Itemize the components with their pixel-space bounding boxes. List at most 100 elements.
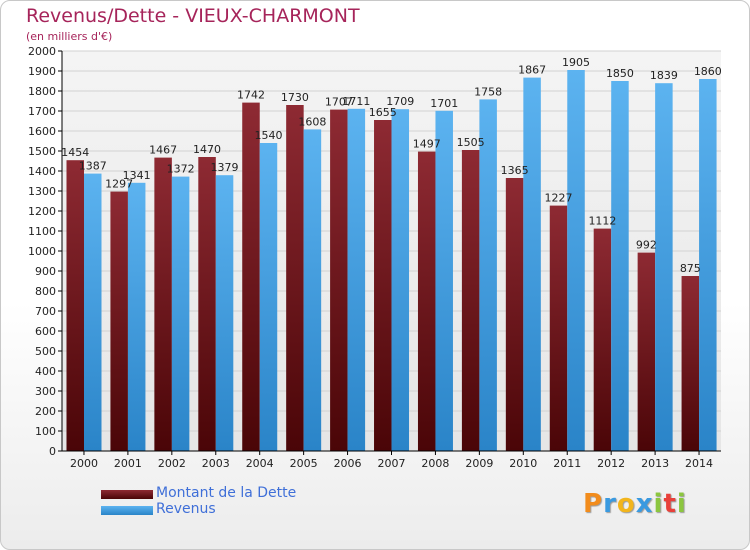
- logo-letter: i: [676, 489, 687, 519]
- bar-revenus: [699, 79, 717, 451]
- bar-dette: [505, 178, 524, 451]
- x-tick-label: 2014: [685, 457, 713, 470]
- logo-letter: i: [653, 489, 664, 519]
- x-tick-label: 2002: [158, 457, 186, 470]
- data-label-dette: 1742: [237, 89, 265, 102]
- y-tick-label: 1100: [28, 225, 56, 238]
- data-label-revenus: 1701: [430, 97, 458, 110]
- x-tick-label: 2008: [421, 457, 449, 470]
- bar-dette: [198, 157, 216, 451]
- bar-dette: [549, 205, 568, 451]
- x-tick-label: 2007: [378, 457, 406, 470]
- data-label-dette: 1454: [61, 146, 89, 159]
- x-tick-label: 2013: [641, 457, 669, 470]
- x-tick-label: 2000: [70, 457, 98, 470]
- x-tick-label: 2001: [114, 457, 142, 470]
- y-tick-label: 300: [35, 385, 56, 398]
- data-label-revenus: 1608: [298, 115, 326, 128]
- data-label-dette: 1707: [325, 96, 353, 109]
- x-axis-ticks: 2000 2001 2002 2003 2004 2005 2006 2007 2008 2009…: [70, 451, 713, 470]
- x-tick-label: 2010: [509, 457, 537, 470]
- y-tick-label: 900: [35, 265, 56, 278]
- bar-revenus: [171, 176, 190, 451]
- data-label-dette: 875: [680, 262, 701, 275]
- data-label-dette: 1365: [501, 164, 529, 177]
- bar-dette: [593, 228, 612, 451]
- logo-letter: t: [663, 489, 677, 519]
- data-label-dette: 1227: [545, 192, 573, 205]
- bar-dette: [374, 120, 392, 451]
- y-tick-label: 1800: [28, 85, 56, 98]
- bar-dette: [330, 109, 348, 451]
- legend-swatch-dette: [101, 490, 153, 499]
- logo-letter: P: [583, 489, 604, 519]
- bars: [66, 70, 717, 452]
- data-label-revenus: 1905: [562, 56, 590, 69]
- bar-revenus: [127, 182, 146, 452]
- data-label-dette: 1505: [457, 136, 485, 149]
- bar-revenus: [435, 110, 453, 452]
- data-label-revenus: 1839: [650, 69, 678, 82]
- x-tick-label: 2005: [290, 457, 318, 470]
- bar-dette: [417, 151, 436, 451]
- data-label-dette: 1297: [105, 178, 133, 191]
- data-label-revenus: 1372: [167, 163, 195, 176]
- data-label-dette: 1112: [588, 215, 616, 228]
- bar-revenus: [347, 108, 366, 452]
- y-tick-label: 1500: [28, 145, 56, 158]
- y-tick-label: 100: [35, 425, 56, 438]
- y-tick-label: 1700: [28, 105, 56, 118]
- bar-revenus: [655, 83, 673, 451]
- bar-revenus: [611, 81, 629, 451]
- y-tick-label: 1900: [28, 65, 56, 78]
- bar-dette: [637, 252, 656, 451]
- bar-revenus: [479, 99, 497, 452]
- data-label-dette: 992: [636, 239, 657, 252]
- y-tick-label: 2000: [28, 45, 56, 58]
- bar-revenus: [215, 175, 234, 451]
- data-label-dette: 1730: [281, 91, 309, 104]
- y-tick-label: 0: [49, 445, 56, 458]
- x-tick-label: 2004: [246, 457, 274, 470]
- chart-subtitle: (en milliers d'€): [26, 30, 113, 43]
- y-tick-label: 400: [35, 365, 56, 378]
- data-label-revenus: 1850: [606, 67, 634, 80]
- legend-label-revenus: Revenus: [156, 501, 216, 517]
- x-tick-label: 2006: [334, 457, 362, 470]
- bar-dette: [681, 276, 700, 451]
- data-label-revenus: 1379: [211, 161, 239, 174]
- x-tick-label: 2009: [465, 457, 493, 470]
- bar-revenus: [303, 129, 322, 451]
- bar-dette: [242, 102, 260, 451]
- data-label-revenus: 1758: [474, 85, 502, 98]
- legend-swatch-revenus: [101, 506, 153, 515]
- y-tick-label: 1600: [28, 125, 56, 138]
- bar-dette: [66, 160, 84, 451]
- logo-letter: r: [603, 489, 617, 519]
- data-label-revenus: 1387: [79, 160, 107, 173]
- y-tick-label: 1300: [28, 185, 56, 198]
- bar-dette: [461, 150, 480, 451]
- legend-label-dette: Montant de la Dette: [156, 485, 297, 501]
- bar-dette: [286, 105, 304, 451]
- data-label-revenus: 1540: [254, 129, 282, 142]
- y-axis-ticks: 0 100 200 300 400 500 600 700 800 900 1000 1100 1200…: [28, 45, 62, 458]
- y-tick-label: 700: [35, 305, 56, 318]
- x-tick-label: 2011: [553, 457, 581, 470]
- y-tick-label: 600: [35, 325, 56, 338]
- data-label-dette: 1470: [193, 143, 221, 156]
- x-tick-label: 2012: [597, 457, 625, 470]
- bar-revenus: [84, 173, 102, 451]
- data-label-dette: 1655: [369, 106, 397, 119]
- data-label-revenus: 1860: [694, 65, 722, 78]
- data-label-revenus: 1341: [123, 169, 151, 182]
- data-label-revenus: 1867: [518, 64, 546, 77]
- data-label-dette: 1467: [149, 144, 177, 157]
- y-tick-label: 1000: [28, 245, 56, 258]
- bar-revenus: [391, 109, 410, 451]
- logo-letter: o: [616, 489, 636, 519]
- bar-revenus: [523, 77, 541, 451]
